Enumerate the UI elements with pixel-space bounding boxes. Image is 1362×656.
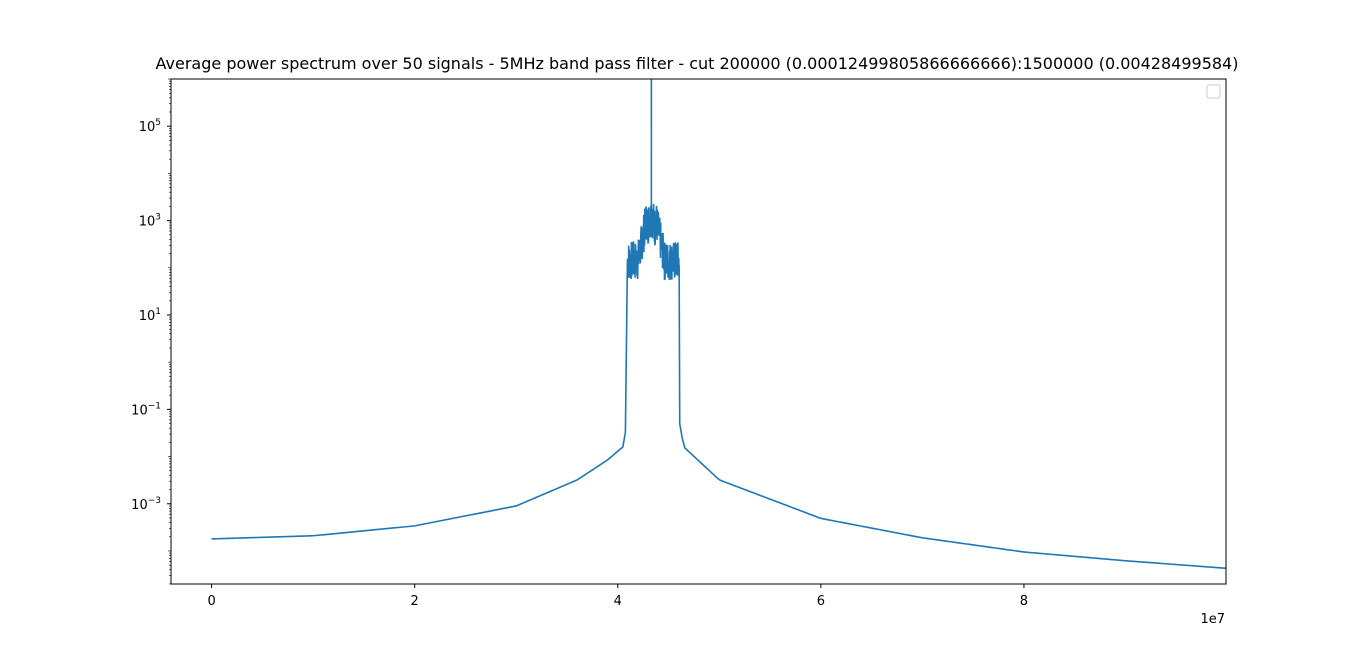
y-tick-label: 103: [139, 213, 161, 230]
y-tick-label: 10−3: [131, 496, 161, 513]
x-axis: 0 2 4 6 8: [207, 584, 1028, 609]
plot-frame: [170, 78, 1227, 585]
y-tick-label: 101: [139, 307, 161, 324]
x-tick-label: 8: [1020, 594, 1028, 609]
y-axis: 10−3 10−1 101 103 105: [131, 78, 171, 585]
x-tick-label: 2: [411, 594, 419, 609]
y-tick-label: 105: [139, 118, 161, 135]
x-offset-label: 1e7: [1200, 612, 1225, 627]
x-tick-label: 4: [614, 594, 622, 609]
x-tick-label: 6: [817, 594, 825, 609]
y-tick-label: 10−1: [131, 401, 161, 418]
legend-box: [1206, 84, 1221, 99]
x-tick-label: 0: [207, 594, 215, 609]
chart-title: Average power spectrum over 50 signals -…: [156, 54, 1239, 73]
spectrum-series-line: [211, 79, 1226, 570]
